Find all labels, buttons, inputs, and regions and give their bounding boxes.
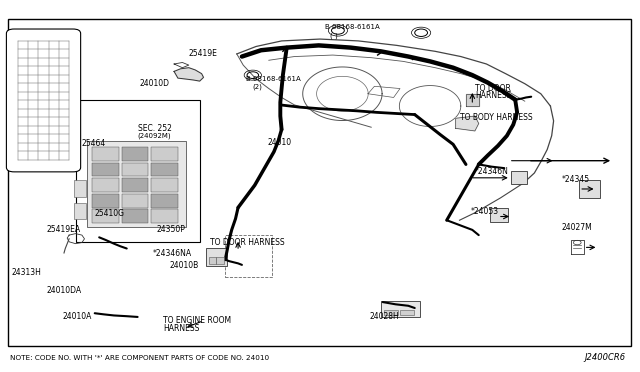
Bar (216, 257, 224, 264)
Polygon shape (466, 94, 479, 106)
Text: ( ): ( ) (330, 32, 337, 39)
Bar (122, 194, 148, 208)
Text: HARNESS: HARNESS (475, 92, 511, 100)
Bar (122, 209, 148, 223)
Text: TO DOOR HARNESS: TO DOOR HARNESS (210, 238, 285, 247)
Text: 25419E: 25419E (189, 49, 218, 58)
Bar (206, 248, 227, 266)
Text: *24053: *24053 (470, 207, 499, 216)
Text: SEC. 252: SEC. 252 (138, 124, 172, 133)
Bar (92, 209, 118, 223)
Text: TO DOOR: TO DOOR (475, 84, 511, 93)
Text: HARNESS: HARNESS (163, 324, 200, 333)
Text: 24028H: 24028H (370, 312, 399, 321)
Bar (400, 310, 414, 315)
Text: 24350P: 24350P (157, 225, 186, 234)
Bar (152, 163, 178, 176)
Text: 24010D: 24010D (140, 79, 170, 88)
Text: NOTE: CODE NO. WITH '*' ARE COMPONENT PARTS OF CODE NO. 24010: NOTE: CODE NO. WITH '*' ARE COMPONENT PA… (10, 355, 269, 361)
Text: 25464: 25464 (82, 139, 106, 148)
Bar (92, 163, 118, 176)
Bar (490, 208, 508, 222)
Text: (2): (2) (253, 83, 262, 90)
Bar (92, 147, 118, 161)
Text: B 08168-6161A: B 08168-6161A (325, 24, 380, 30)
Bar (76, 100, 200, 242)
Bar (511, 171, 527, 184)
Text: TO ENGINE ROOM: TO ENGINE ROOM (163, 316, 231, 325)
Bar (122, 147, 148, 161)
Bar (92, 178, 118, 192)
Bar (74, 180, 86, 197)
Text: 24010: 24010 (268, 138, 292, 147)
Bar (152, 147, 178, 161)
FancyBboxPatch shape (6, 29, 81, 172)
Bar (8, 19, 631, 346)
Text: (24092M): (24092M) (138, 132, 172, 139)
Bar (92, 194, 118, 208)
Polygon shape (456, 116, 479, 131)
Bar (381, 301, 420, 317)
Text: 25419EA: 25419EA (46, 225, 80, 234)
Bar (209, 257, 216, 264)
Text: 24313H: 24313H (12, 268, 42, 277)
Bar (122, 178, 148, 192)
Bar (152, 194, 178, 208)
Bar (74, 203, 86, 219)
Bar (579, 180, 600, 198)
Bar (152, 178, 178, 192)
Text: *24345: *24345 (562, 175, 590, 184)
Text: 24010DA: 24010DA (46, 286, 81, 295)
Text: B 08168-6161A: B 08168-6161A (246, 76, 301, 82)
Text: 24010A: 24010A (63, 312, 92, 321)
Text: 24027M: 24027M (562, 223, 593, 232)
Polygon shape (174, 68, 204, 81)
Text: J2400CR6: J2400CR6 (585, 353, 626, 362)
Bar (152, 209, 178, 223)
Text: TO BODY HARNESS: TO BODY HARNESS (460, 113, 532, 122)
Text: 24010B: 24010B (170, 262, 199, 270)
Bar (122, 163, 148, 176)
Text: *24346NA: *24346NA (152, 249, 191, 258)
Bar (384, 310, 398, 315)
Bar (87, 141, 186, 227)
Text: *24346N: *24346N (475, 167, 509, 176)
Text: 25410G: 25410G (95, 209, 125, 218)
